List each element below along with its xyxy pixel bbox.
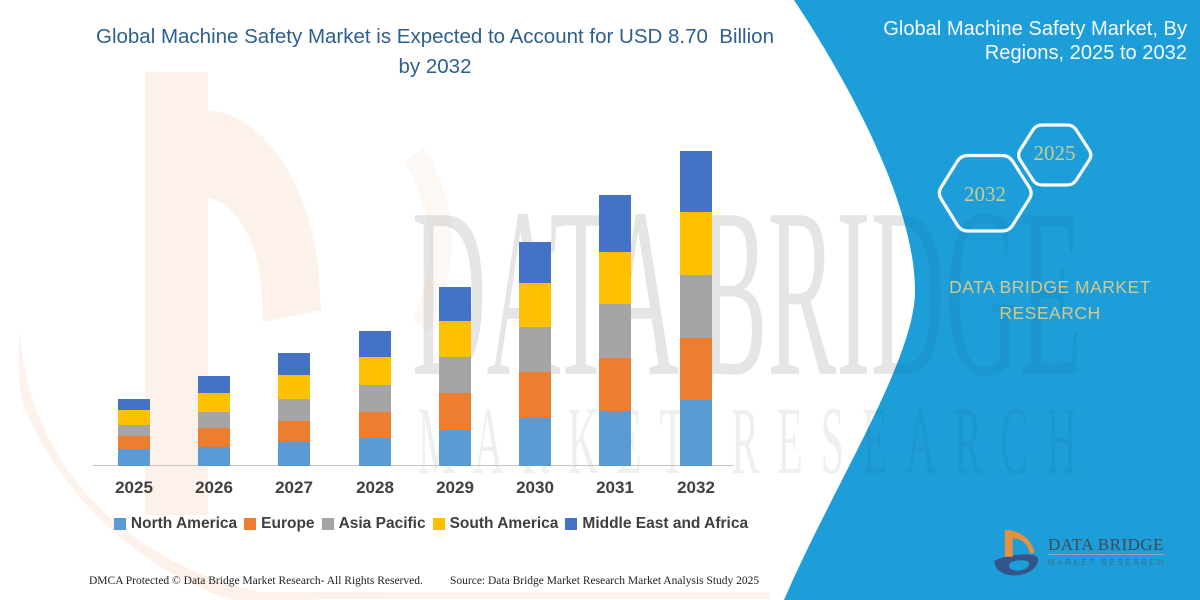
svg-text:2032: 2032 (964, 182, 1006, 206)
svg-text:2025: 2025 (1034, 141, 1076, 165)
